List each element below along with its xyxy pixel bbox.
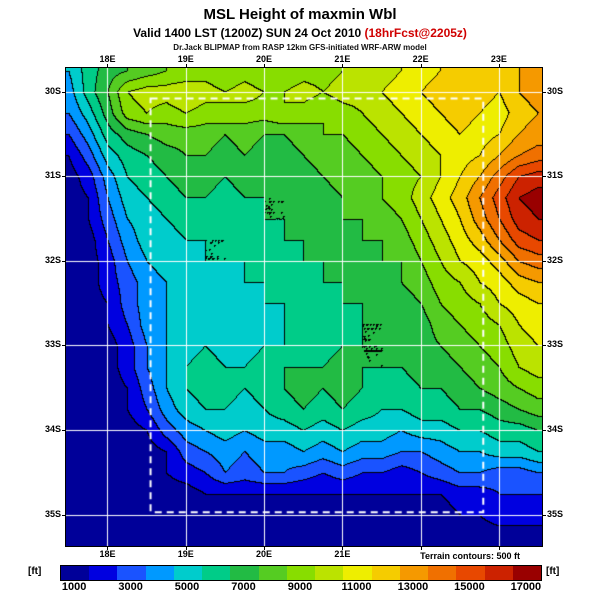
colorbar-segment [484, 566, 513, 580]
valid-time-main: Valid 1400 LST (1200Z) SUN 24 Oct 2010 [133, 26, 365, 40]
axis-label-bottom: 21E [334, 549, 351, 559]
axis-label-right: 33S [547, 339, 564, 350]
axis-label-left: 34S [44, 424, 61, 435]
colorbar-segment [428, 566, 457, 580]
model-credit-line: Dr.Jack BLIPMAP from RASP 12km GFS-initi… [173, 43, 427, 52]
axis-tick [264, 546, 266, 550]
axis-label-left: 33S [44, 339, 61, 350]
axis-tick [62, 430, 66, 432]
axis-label-top: 19E [177, 54, 194, 64]
axis-label-right: 32S [547, 254, 564, 265]
axis-label-right: 34S [547, 424, 564, 435]
axis-label-left: 31S [44, 170, 61, 181]
axis-label-right: 35S [547, 508, 564, 519]
axis-tick [62, 91, 66, 93]
colorbar-segment [61, 566, 90, 580]
axis-tick [62, 260, 66, 262]
colorbar-segment [456, 566, 485, 580]
axis-label-bottom: 19E [177, 549, 194, 559]
colorbar-unit-right: [ft] [546, 566, 560, 577]
axis-tick [542, 514, 546, 516]
colorbar-segment [343, 566, 372, 580]
axis-tick [107, 64, 109, 68]
axis-label-left: 35S [44, 508, 61, 519]
axis-label-left: 32S [44, 254, 61, 265]
axis-tick [420, 64, 422, 68]
axis-tick [185, 546, 187, 550]
axis-tick [107, 546, 109, 550]
axis-tick [62, 514, 66, 516]
axis-label-top: 18E [99, 54, 116, 64]
axis-tick [342, 64, 344, 68]
colorbar-unit-left: [ft] [28, 566, 42, 577]
axis-tick [498, 546, 500, 550]
colorbar-tick-label: 3000 [118, 581, 143, 593]
colorbar-segment [202, 566, 231, 580]
map-frame: 18E 19E 20E 21E 22E 23E 18E 19E 20E 21E 30S 31S 32S 3… [45, 54, 563, 559]
colorbar-tick-label: 1000 [61, 581, 87, 593]
axis-tick [342, 546, 344, 550]
axis-tick [542, 430, 546, 432]
colorbar-tick-label: 7000 [231, 581, 256, 593]
colorbar-segment [286, 566, 316, 580]
axis-label-right: 31S [547, 170, 564, 181]
axis-tick [542, 91, 546, 93]
colorbar [60, 565, 542, 581]
axis-tick [62, 176, 66, 178]
axis-tick [542, 345, 546, 347]
axis-tick [542, 260, 546, 262]
axis-label-right: 30S [547, 85, 564, 96]
terrain-contours-note: Terrain contours: 500 ft [420, 551, 520, 561]
axis-label-left: 30S [44, 85, 61, 96]
colorbar-tick-label: 17000 [510, 581, 542, 593]
colorbar-segment [89, 566, 118, 580]
axis-label-bottom: 20E [256, 549, 273, 559]
colorbar-segment [145, 566, 174, 580]
colorbar-segment [399, 566, 429, 580]
axis-tick [542, 176, 546, 178]
colorbar-segment [371, 566, 400, 580]
axis-label-top: 21E [334, 54, 351, 64]
axis-tick [62, 345, 66, 347]
colorbar-segment [230, 566, 259, 580]
colorbar-tick-labels: 1000 3000 5000 7000 9000 11000 13000 15000 17000 [60, 581, 542, 594]
axis-tick [185, 64, 187, 68]
axis-label-top: 23E [490, 54, 507, 64]
axis-label-bottom: 18E [99, 549, 116, 559]
colorbar-tick-label: 15000 [454, 581, 485, 593]
colorbar-segment [512, 566, 541, 580]
colorbar-segment [173, 566, 203, 580]
colorbar-tick-label: 5000 [174, 581, 200, 593]
colorbar-segment [258, 566, 287, 580]
valid-time-line: Valid 1400 LST (1200Z) SUN 24 Oct 2010 (… [0, 26, 600, 40]
axis-label-top: 20E [256, 54, 273, 64]
colorbar-segment [315, 566, 344, 580]
colorbar-tick-label: 13000 [397, 581, 429, 593]
axis-tick [498, 64, 500, 68]
colorbar-segment [117, 566, 146, 580]
page-title: MSL Height of maxmin Wbl [203, 6, 397, 23]
axis-label-top: 22E [412, 54, 429, 64]
colorbar-tick-label: 11000 [341, 581, 372, 593]
axis-tick [420, 546, 422, 550]
axis-tick [264, 64, 266, 68]
map-canvas [66, 68, 542, 546]
forecast-offset: (18hrFcst@2205z) [364, 26, 467, 40]
colorbar-tick-label: 9000 [287, 581, 313, 593]
